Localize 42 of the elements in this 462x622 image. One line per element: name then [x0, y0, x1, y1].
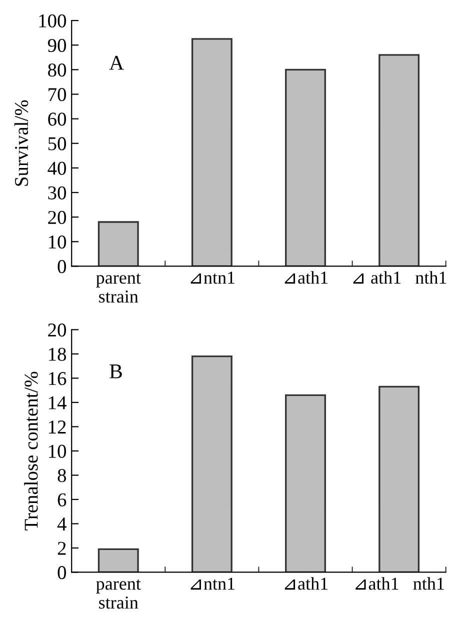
- y-tick-label: 50: [48, 137, 66, 150]
- y-tick-label: 0: [58, 260, 66, 274]
- x-tick-label: ⊿ntn1: [190, 578, 234, 590]
- bar: [378, 54, 420, 266]
- bar: [378, 386, 420, 572]
- y-tick-label: 100: [39, 14, 66, 28]
- y-tick-label: 10: [49, 444, 66, 458]
- y-axis-title: Trenalose content/%: [24, 372, 38, 530]
- y-tick-label: 60: [48, 112, 66, 126]
- x-tick-label: ⊿ath1: [284, 577, 328, 590]
- y-tick-label: 14: [49, 396, 66, 410]
- y-tick-label: 16: [49, 372, 66, 386]
- bar: [191, 356, 232, 572]
- x-tick-label: parent strain: [96, 273, 141, 303]
- y-tick-label: 6: [58, 493, 66, 506]
- annotation: A: [109, 56, 124, 70]
- y-tick-label: 90: [48, 38, 66, 52]
- y-tick-label: 80: [48, 63, 66, 77]
- x-tick-label: ⊿ath1 nth1: [356, 577, 444, 590]
- y-tick-label: 20: [48, 323, 66, 337]
- y-tick-label: 12: [49, 420, 66, 434]
- bar: [285, 68, 326, 266]
- x-tick-label: ⊿ath1: [284, 271, 328, 284]
- y-tick-label: 70: [48, 88, 66, 102]
- y-tick-label: 0: [58, 566, 66, 580]
- y-tick-label: 30: [48, 186, 66, 200]
- bar: [191, 38, 232, 266]
- y-tick-label: 2: [58, 542, 66, 555]
- x-tick-label: ⊿ntn1: [190, 272, 234, 284]
- bar: [98, 548, 139, 572]
- y-tick-label: 18: [49, 348, 66, 361]
- y-axis-title: Survival/%: [14, 100, 28, 186]
- bar: [285, 394, 326, 572]
- y-tick-label: 8: [58, 469, 66, 482]
- y-tick-label: 10: [49, 235, 66, 249]
- y-tick-label: 40: [48, 162, 66, 175]
- x-tick-label: ⊿ ath1 nth1: [353, 271, 446, 284]
- bar: [98, 221, 139, 266]
- y-tick-label: 4: [57, 518, 66, 530]
- annotation: B: [110, 364, 122, 378]
- y-tick-label: 20: [48, 210, 66, 224]
- x-tick-label: parent strain: [96, 579, 141, 609]
